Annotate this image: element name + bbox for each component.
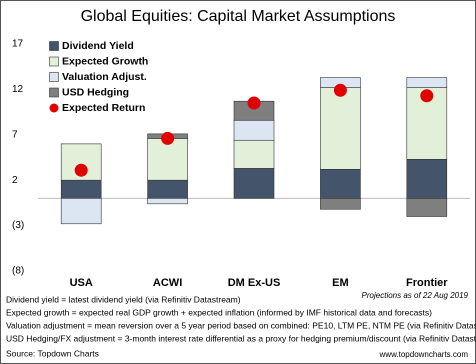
y-tick-label: 7 xyxy=(12,129,18,140)
footnote: Expected growth = expected real GDP grow… xyxy=(6,307,432,317)
expected-return-dot xyxy=(333,83,347,97)
legend-marker xyxy=(49,103,59,113)
legend-label: Expected Growth xyxy=(62,55,148,67)
bar-segment xyxy=(320,169,361,199)
legend-marker xyxy=(49,87,59,98)
legend-label: Valuation Adjust. xyxy=(62,71,147,83)
x-tick-label: Frontier xyxy=(406,277,448,289)
bar-segment xyxy=(60,198,102,225)
y-tick-label: (8) xyxy=(12,266,24,277)
x-tick-label: ACWI xyxy=(153,277,182,289)
bar-segment xyxy=(406,77,448,88)
bar-segment xyxy=(233,119,275,141)
legend-label: Dividend Yield xyxy=(62,40,134,52)
bar-segment xyxy=(147,179,188,199)
footnote: Dividend yield = latest dividend yield (… xyxy=(6,294,241,304)
x-tick-label: DM Ex-US xyxy=(228,277,281,289)
expected-return-dot xyxy=(74,163,88,177)
y-tick-label: 17 xyxy=(12,39,24,50)
expected-return-dot xyxy=(420,89,434,103)
y-tick-label: 12 xyxy=(12,84,24,95)
expected-return-dot xyxy=(247,96,261,110)
bar-segment xyxy=(233,168,275,199)
x-tick-label: EM xyxy=(332,277,349,289)
footnote: USD Hedging/FX adjustment = 3-month inte… xyxy=(6,333,476,343)
footnote: Valuation adjustment = mean reversion ov… xyxy=(6,320,476,330)
bar-segment xyxy=(406,159,448,199)
legend-label: USD Hedging xyxy=(62,86,129,98)
bar-segment xyxy=(320,198,361,210)
legend-marker xyxy=(49,72,59,82)
y-tick-label: (3) xyxy=(12,220,24,231)
bar-segment xyxy=(320,87,361,170)
bar-segment xyxy=(233,139,275,169)
source: Source: Topdown Charts xyxy=(6,348,99,358)
legend-marker xyxy=(49,56,59,67)
chart-title: Global Equities: Capital Market Assumpti… xyxy=(81,8,396,25)
projection-note: Projections as of 22 Aug 2019 xyxy=(362,291,469,300)
bar-segment xyxy=(60,179,102,199)
bar-segment xyxy=(147,198,188,205)
expected-return-dot xyxy=(161,131,175,145)
legend-label: Expected Return xyxy=(62,102,145,114)
x-tick-label: USA xyxy=(70,277,93,289)
legend-marker xyxy=(49,41,59,51)
y-tick-label: 2 xyxy=(12,175,18,186)
website: www.topdowncharts.com xyxy=(379,350,469,359)
bar-segment xyxy=(406,198,448,217)
